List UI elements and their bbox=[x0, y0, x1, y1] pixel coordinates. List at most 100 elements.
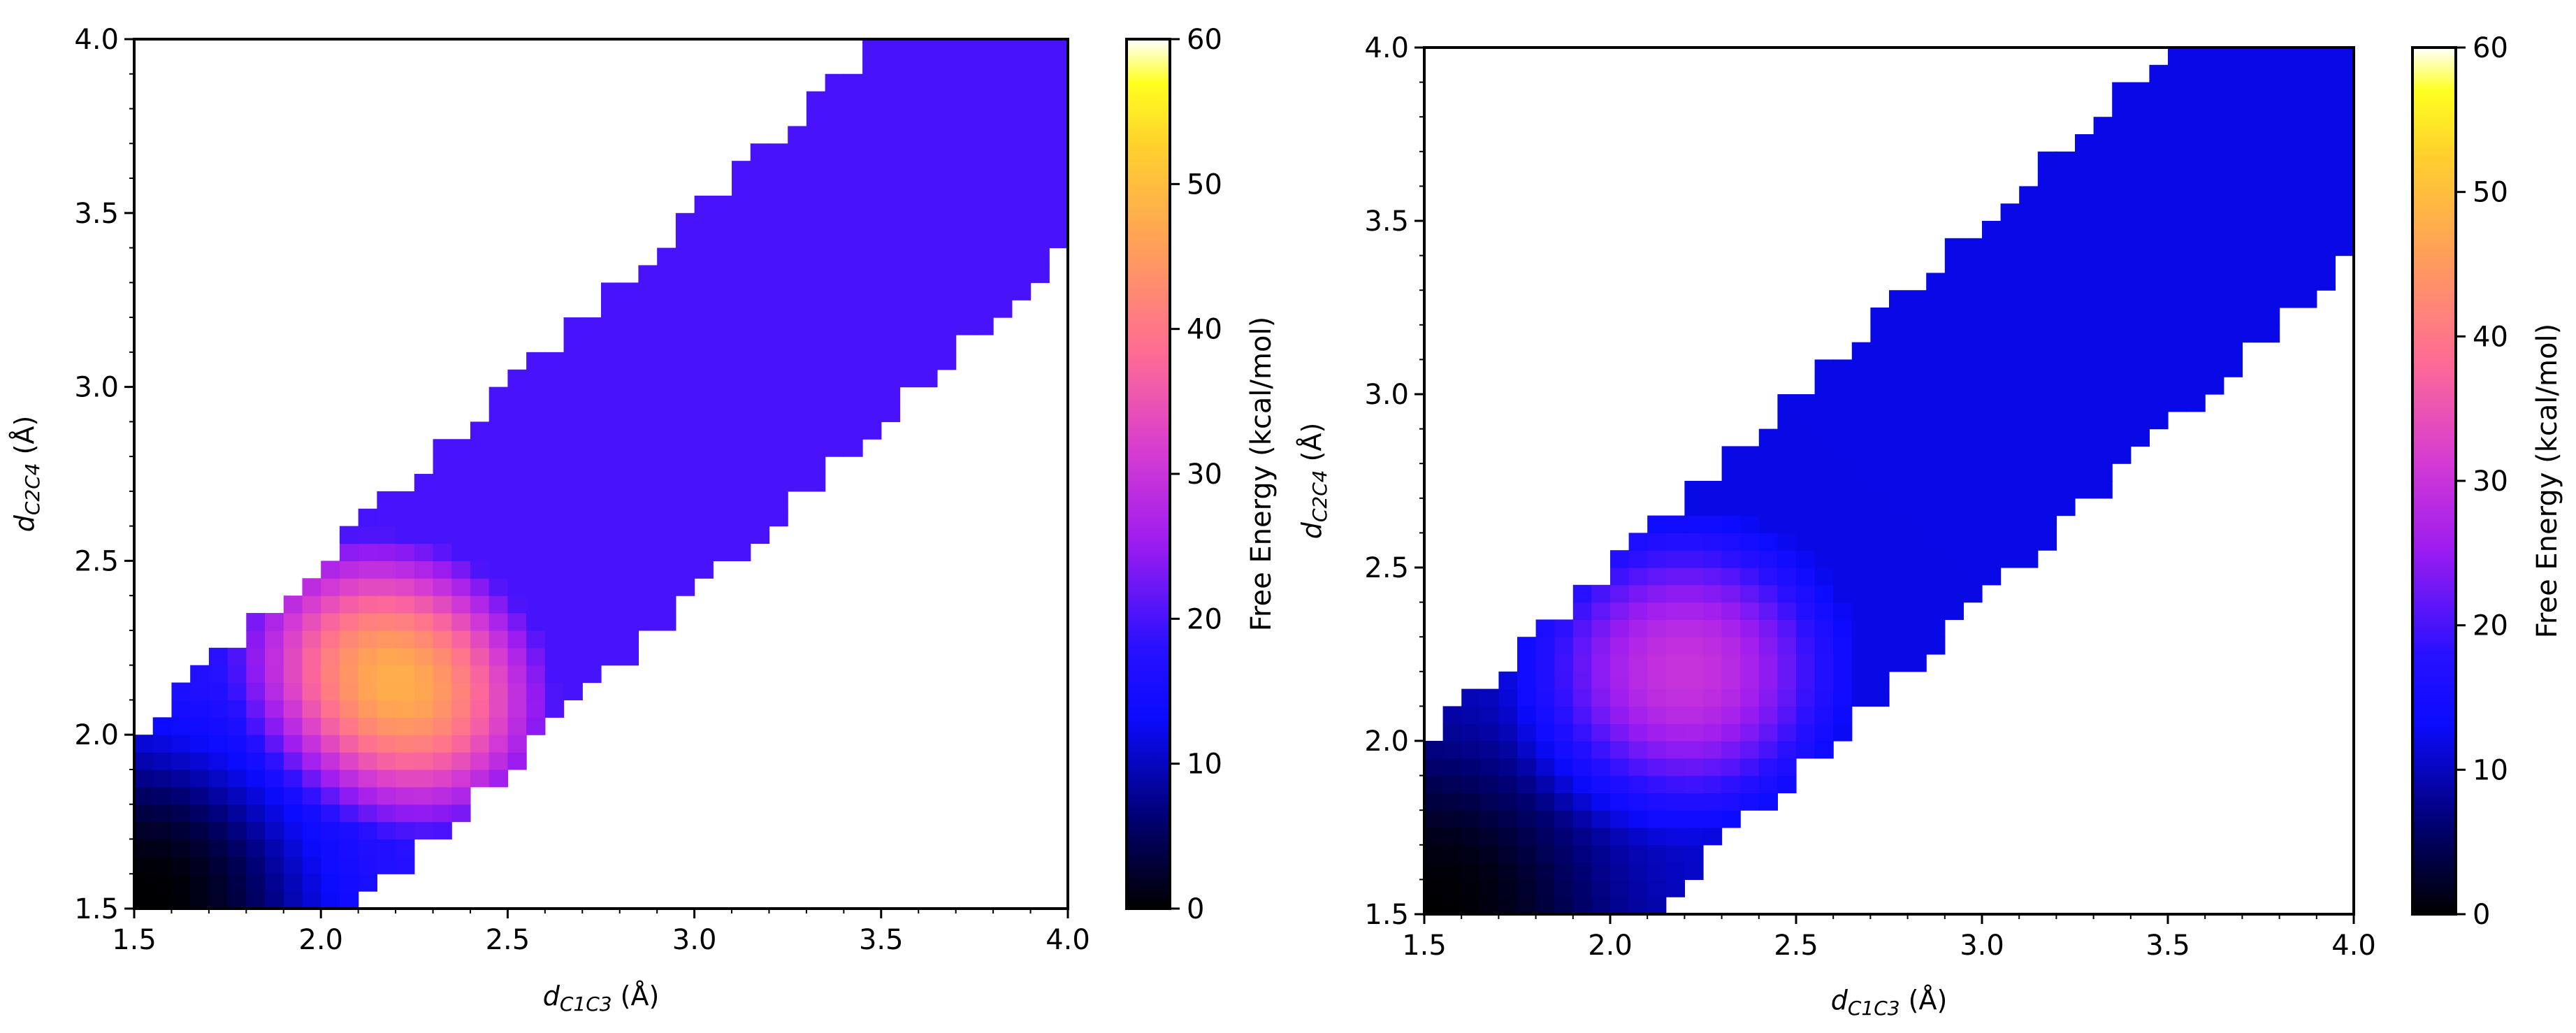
heatmap-cell bbox=[1740, 688, 1760, 707]
heatmap-cell bbox=[1628, 671, 1648, 690]
heatmap-cell bbox=[2112, 117, 2132, 135]
heatmap-cell bbox=[358, 804, 377, 823]
heatmap-cell bbox=[862, 282, 882, 301]
heatmap-cell bbox=[563, 317, 583, 335]
heatmap-cell bbox=[265, 700, 284, 718]
heatmap-cell bbox=[451, 491, 471, 510]
heatmap-cell bbox=[396, 665, 415, 684]
heatmap-cell bbox=[732, 195, 751, 214]
heatmap-cell bbox=[1814, 584, 1834, 603]
heatmap-cell bbox=[844, 404, 863, 422]
heatmap-cell bbox=[1777, 602, 1797, 620]
heatmap-cell bbox=[1461, 741, 1481, 759]
heatmap-cell bbox=[750, 265, 770, 283]
y-label-sub: C2C4 bbox=[21, 463, 44, 515]
heatmap-cell bbox=[955, 230, 975, 249]
heatmap-cell bbox=[470, 717, 490, 735]
heatmap-cell bbox=[750, 456, 770, 475]
heatmap-cell bbox=[377, 647, 396, 666]
heatmap-cell bbox=[732, 230, 751, 249]
heatmap-cell bbox=[750, 282, 770, 301]
heatmap-cell bbox=[377, 752, 396, 770]
heatmap-cell bbox=[601, 352, 621, 370]
heatmap-cell bbox=[1647, 758, 1667, 776]
heatmap-cell bbox=[1758, 428, 1778, 447]
heatmap-cell bbox=[2223, 82, 2243, 100]
heatmap-cell bbox=[563, 526, 583, 544]
heatmap-cell bbox=[1907, 637, 1927, 655]
heatmap-cell bbox=[1796, 394, 1816, 412]
heatmap-cell bbox=[694, 526, 714, 544]
heatmap-cell bbox=[2056, 273, 2076, 291]
heatmap-cell bbox=[507, 508, 527, 527]
heatmap-cell bbox=[582, 578, 602, 596]
heatmap-cell bbox=[788, 247, 807, 266]
heatmap-cell bbox=[1944, 411, 1964, 430]
heatmap-cell bbox=[208, 891, 229, 909]
heatmap-cell bbox=[283, 682, 303, 701]
heatmap-cell bbox=[321, 786, 340, 805]
heatmap-cell bbox=[451, 682, 471, 701]
heatmap-cell bbox=[489, 456, 508, 475]
heatmap-cell bbox=[2056, 446, 2076, 464]
heatmap-cell bbox=[1851, 602, 1871, 620]
heatmap-cell bbox=[1982, 324, 2002, 343]
heatmap-cell bbox=[433, 439, 452, 457]
heatmap-cell bbox=[1777, 463, 1797, 482]
heatmap-cell bbox=[1777, 481, 1797, 499]
heatmap-cell bbox=[1944, 584, 1964, 603]
y-tick-label: 2.0 bbox=[1364, 725, 1409, 758]
heatmap-cell bbox=[825, 195, 844, 214]
heatmap-cell bbox=[2019, 290, 2039, 308]
heatmap-cell bbox=[1926, 428, 1946, 447]
heatmap-cell bbox=[1851, 428, 1871, 447]
heatmap-cell bbox=[881, 56, 901, 75]
heatmap-cell bbox=[862, 421, 882, 440]
heatmap-cell bbox=[862, 265, 882, 283]
heatmap-cell bbox=[788, 387, 807, 405]
heatmap-cell bbox=[1554, 758, 1574, 776]
heatmap-cell bbox=[1758, 741, 1778, 759]
heatmap-cell bbox=[396, 595, 415, 614]
heatmap-cell bbox=[1535, 828, 1555, 846]
heatmap-cell bbox=[265, 630, 284, 649]
heatmap-cell bbox=[788, 178, 807, 196]
heatmap-cell bbox=[1721, 706, 1741, 724]
heatmap-cell bbox=[694, 247, 714, 266]
heatmap-cell bbox=[377, 717, 396, 735]
heatmap-cell bbox=[2000, 394, 2020, 412]
heatmap-cell bbox=[1814, 515, 1834, 533]
heatmap-cell bbox=[993, 230, 1013, 249]
heatmap-cell bbox=[2335, 221, 2354, 239]
heatmap-cell bbox=[2037, 186, 2057, 204]
heatmap-cell bbox=[1517, 706, 1537, 724]
heatmap-cell bbox=[2298, 82, 2317, 100]
heatmap-cell bbox=[657, 474, 676, 492]
heatmap-cell bbox=[1721, 810, 1741, 828]
heatmap-cell bbox=[1461, 897, 1481, 915]
heatmap-cell bbox=[881, 230, 901, 249]
heatmap-cell bbox=[2223, 48, 2243, 66]
heatmap-cell bbox=[657, 282, 676, 301]
heatmap-cell bbox=[1851, 394, 1871, 412]
heatmap-cell bbox=[1011, 178, 1032, 196]
heatmap-cell bbox=[302, 769, 321, 788]
heatmap-cell bbox=[2242, 238, 2262, 257]
heatmap-cell bbox=[321, 665, 340, 684]
heatmap-cell bbox=[507, 404, 527, 422]
heatmap-cell bbox=[563, 613, 583, 631]
heatmap-cell bbox=[1479, 897, 1499, 915]
heatmap-cell bbox=[1591, 619, 1611, 637]
heatmap-cell bbox=[619, 491, 639, 510]
heatmap-cell bbox=[1777, 568, 1797, 586]
heatmap-cell bbox=[788, 317, 807, 335]
heatmap-cell bbox=[2168, 290, 2187, 308]
heatmap-cell bbox=[788, 334, 807, 353]
heatmap-cell bbox=[955, 108, 975, 127]
heatmap-cell bbox=[732, 508, 751, 527]
heatmap-cell bbox=[451, 474, 471, 492]
heatmap-cell bbox=[544, 456, 565, 475]
heatmap-cell bbox=[1870, 533, 1890, 551]
heatmap-cell bbox=[321, 891, 340, 909]
heatmap-cell bbox=[1851, 584, 1871, 603]
